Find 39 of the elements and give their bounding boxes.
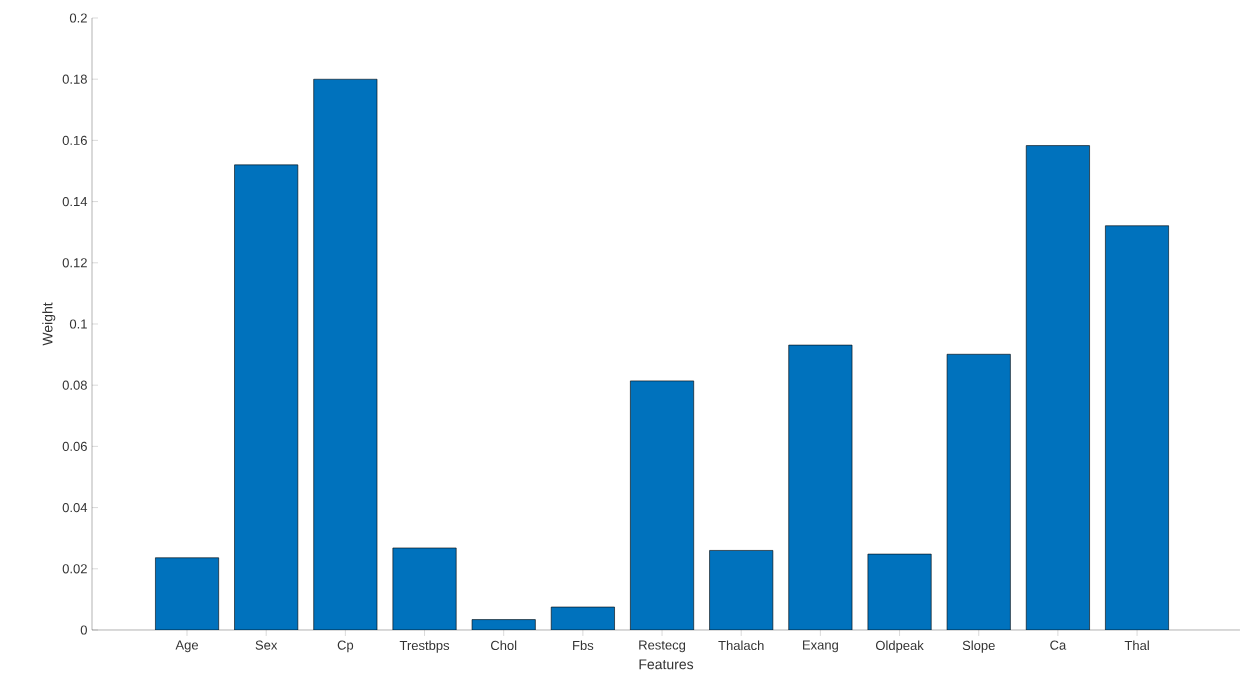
x-tick-label: Slope xyxy=(962,640,995,653)
bar xyxy=(1025,145,1090,630)
y-tick-label: 0.04 xyxy=(62,502,88,513)
bar xyxy=(867,553,932,630)
bar xyxy=(234,164,299,630)
y-tick-label: 0.1 xyxy=(69,319,87,329)
y-axis-title: Weight xyxy=(42,302,56,346)
x-tick-label: Thal xyxy=(1124,640,1149,651)
x-tick-label: Restecg xyxy=(639,640,686,653)
bar xyxy=(788,344,853,630)
bar xyxy=(709,550,774,630)
x-tick-label: Oldpeak xyxy=(875,640,924,653)
y-tick-label: 0.08 xyxy=(62,380,87,390)
bar xyxy=(392,547,457,630)
x-tick-label: Sex xyxy=(255,640,278,650)
x-tick-label: Chol xyxy=(490,640,517,651)
bar xyxy=(946,353,1011,630)
y-tick-label: 0.02 xyxy=(62,564,87,574)
x-tick-label: Fbs xyxy=(573,640,594,651)
y-tick-label: 0.18 xyxy=(62,74,87,84)
y-tick-label: 0.14 xyxy=(62,196,88,207)
y-tick-label: 0 xyxy=(80,625,87,635)
x-tick-label: Exang xyxy=(803,640,838,653)
x-tick-label: Trestbps xyxy=(399,640,450,653)
bar xyxy=(1105,225,1170,630)
x-tick-label: Age xyxy=(175,640,198,653)
bar xyxy=(155,557,219,630)
y-tick-label: 0.12 xyxy=(62,258,87,268)
y-tick-label: 0.2 xyxy=(69,13,87,23)
bar xyxy=(471,619,536,630)
y-tick-label: 0.16 xyxy=(62,135,87,145)
bar xyxy=(550,606,615,630)
bar xyxy=(630,380,695,630)
bar xyxy=(313,78,378,630)
x-axis-title: Features xyxy=(639,659,694,670)
x-tick-label: Cp xyxy=(337,640,354,653)
x-tick-label: Ca xyxy=(1050,640,1067,650)
y-tick-label: 0.06 xyxy=(62,441,87,451)
x-tick-label: Thalach xyxy=(718,640,764,651)
